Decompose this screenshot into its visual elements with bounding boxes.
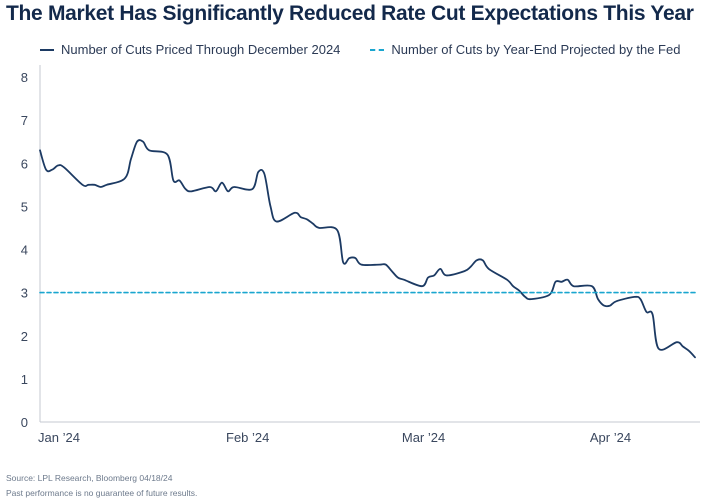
y-tick-label: 4: [21, 243, 28, 258]
series-line-market-cuts: [39, 139, 696, 359]
y-tick-label: 2: [21, 329, 28, 344]
x-tick-label: Jan ’24: [38, 430, 80, 445]
legend-swatch-solid: [40, 48, 54, 51]
chart-title: The Market Has Significantly Reduced Rat…: [6, 2, 694, 25]
legend-label-fed-projection: Number of Cuts by Year-End Projected by …: [391, 42, 681, 57]
chart-legend: Number of Cuts Priced Through December 2…: [40, 42, 710, 57]
x-tick-label: Apr ’24: [590, 430, 631, 445]
y-tick-label: 7: [21, 113, 28, 128]
legend-item-market-cuts: Number of Cuts Priced Through December 2…: [40, 42, 340, 57]
disclaimer-note: Past performance is no guarantee of futu…: [6, 488, 198, 498]
y-tick-label: 3: [21, 286, 28, 301]
source-note: Source: LPL Research, Bloomberg 04/18/24: [6, 473, 173, 483]
y-tick-label: 0: [21, 415, 28, 430]
y-tick-label: 6: [21, 156, 28, 171]
legend-label-market-cuts: Number of Cuts Priced Through December 2…: [61, 42, 341, 57]
x-tick-label: Mar ’24: [402, 430, 445, 445]
x-tick-label: Feb ’24: [226, 430, 269, 445]
y-tick-label: 1: [21, 372, 28, 387]
y-tick-label: 8: [21, 70, 28, 85]
y-tick-label: 5: [21, 199, 28, 214]
legend-item-fed-projection: Number of Cuts by Year-End Projected by …: [370, 42, 680, 57]
legend-swatch-dashed: [370, 48, 385, 51]
